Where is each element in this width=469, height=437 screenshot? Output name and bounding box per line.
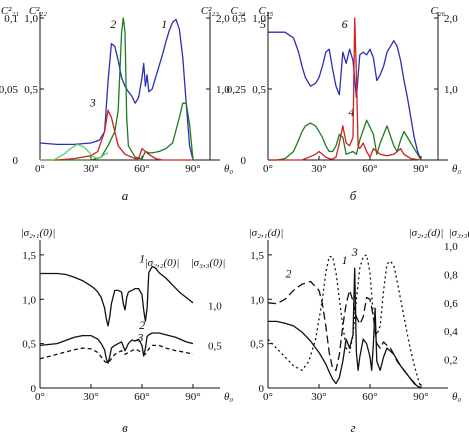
series-line-4 (268, 119, 422, 161)
y-axis-label-left: |σ₂,₁(0)| (21, 227, 56, 239)
series-line-2 (40, 17, 194, 161)
x-tick-label: 60° (362, 391, 377, 403)
y-tick-label-right: 2,0 (444, 13, 458, 25)
y-tick-label-right: 0,2 (444, 355, 458, 367)
series-label: 6 (342, 17, 348, 31)
y-tick-label-right: 0,8 (444, 269, 458, 281)
series-line-6 (268, 17, 422, 161)
x-tick-label: 0° (263, 163, 273, 175)
y-tick-label-left: 0,5 (232, 13, 246, 25)
x-axis-label: θ₀ (224, 391, 233, 403)
series-line-1 (39, 18, 194, 161)
y-tick-label-left-inner: 0,5 (252, 84, 266, 96)
y-tick-label-right: 2,0 (216, 13, 230, 25)
panel-label: г (350, 420, 355, 435)
y-tick-label-left: 1,5 (22, 250, 36, 262)
x-axis-label: θ₀ (452, 163, 461, 175)
y-axis-label-left: C²₂₂ (29, 5, 47, 17)
series-line-1 (268, 267, 422, 389)
series-label: 1 (161, 17, 167, 31)
series-line-3 (39, 344, 194, 364)
y-tick-label-left-inner: 1,0 (252, 13, 266, 25)
x-tick-label: 60° (134, 391, 149, 403)
x-tick-label: 30° (311, 163, 326, 175)
y-axis-label-right: C²₂₃ (201, 5, 219, 17)
panel-label: б (350, 188, 357, 203)
panel-4: 0° 30° 60° 90° θ₀ 0 0,5 1,0 1,5 |σ₂,₁(d)| 0,2 0,4 0,… (249, 227, 469, 435)
y-tick-label-left: 0,5 (22, 339, 36, 351)
y-tick-label-left-inner: 1,0 (24, 13, 38, 25)
y-axis-label-left: C₂₄ (231, 5, 246, 17)
series-line-3 (267, 254, 422, 389)
y-tick-label-right: 1,0 (208, 301, 222, 313)
x-tick-label: 90° (185, 163, 200, 175)
x-axis-label: θ₀ (224, 163, 233, 175)
y-tick-label-left: 0,5 (250, 339, 264, 351)
y-tick-label-left: 0 (31, 383, 37, 395)
x-tick-label: 60° (362, 163, 377, 175)
series-line-2 (39, 332, 194, 364)
x-tick-label: 0° (35, 163, 45, 175)
y-tick-label-right: 0,5 (208, 340, 222, 352)
x-tick-label: 0° (263, 391, 273, 403)
y-tick-label-right: 1,0 (444, 84, 458, 96)
y-tick-label-left: 1,0 (22, 294, 36, 306)
y-tick-label-left: 1,0 (250, 294, 264, 306)
series-label: 2 (139, 318, 145, 332)
y-axis-label-right: |σ₃,₃(d)| (449, 227, 469, 239)
y-tick-label-left: 0 (241, 155, 247, 167)
x-tick-label: 30° (83, 163, 98, 175)
y-axis-label-left: C²₂₁ (1, 5, 19, 17)
panel-label: а (122, 188, 129, 203)
series-label: 3 (136, 330, 143, 344)
series-label: 1 (139, 251, 145, 265)
y-tick-label-left: 0,1 (4, 13, 18, 25)
series-line-2 (267, 280, 422, 389)
series-label: 4 (348, 105, 354, 119)
y-axis-label-right: C₂₆ (431, 5, 446, 17)
series-label: 3 (89, 95, 96, 109)
x-tick-label: 90° (185, 391, 200, 403)
y-tick-label-right: 1,0 (216, 84, 230, 96)
x-tick-label: 30° (83, 391, 98, 403)
series-label: 2 (286, 267, 292, 281)
series-line-1 (40, 265, 194, 327)
y-tick-label-left: 0 (259, 383, 265, 395)
y-tick-label-left: 0,25 (227, 84, 247, 96)
panel-3: 0° 30° 60° 90° θ₀ 0 0,5 1,0 1,5 |σ₂,₁(0)| 0,5 1,0 |σ… (21, 227, 234, 435)
series-line-aux3 (40, 143, 109, 161)
y-axis-label-right: |σ₃,₃(0)| (191, 257, 226, 269)
panel-label: в (122, 420, 128, 435)
y-axis-label-right: |σ₂,₂(d)| (409, 227, 444, 239)
x-tick-label: 90° (413, 163, 428, 175)
series-label: 2 (110, 17, 116, 31)
y-tick-label-right: 0,4 (444, 326, 458, 338)
x-tick-label: 0° (35, 391, 45, 403)
y-axis-label-left: |σ₂,₁(d)| (249, 227, 284, 239)
series-line-5 (268, 31, 422, 161)
y-axis-label-right: |σ₂,₂(0)| (145, 257, 180, 269)
x-tick-label: 90° (413, 391, 428, 403)
series-label: 5 (260, 17, 266, 31)
x-tick-label: 60° (134, 163, 149, 175)
series-label: 1 (342, 253, 348, 267)
y-tick-label-left: 1,5 (250, 250, 264, 262)
x-axis-label: θ₀ (452, 391, 461, 403)
y-axis-label-left: C₂₅ (259, 5, 274, 17)
y-tick-label-left: 0,05 (0, 84, 19, 96)
x-tick-label: 30° (311, 391, 326, 403)
y-tick-label-left: 0 (13, 155, 19, 167)
y-tick-label-right: 1,0 (444, 241, 458, 253)
y-tick-label-left-inner: 0,5 (24, 84, 38, 96)
y-tick-label-right: 0,6 (444, 298, 458, 310)
series-label: 3 (351, 245, 358, 259)
